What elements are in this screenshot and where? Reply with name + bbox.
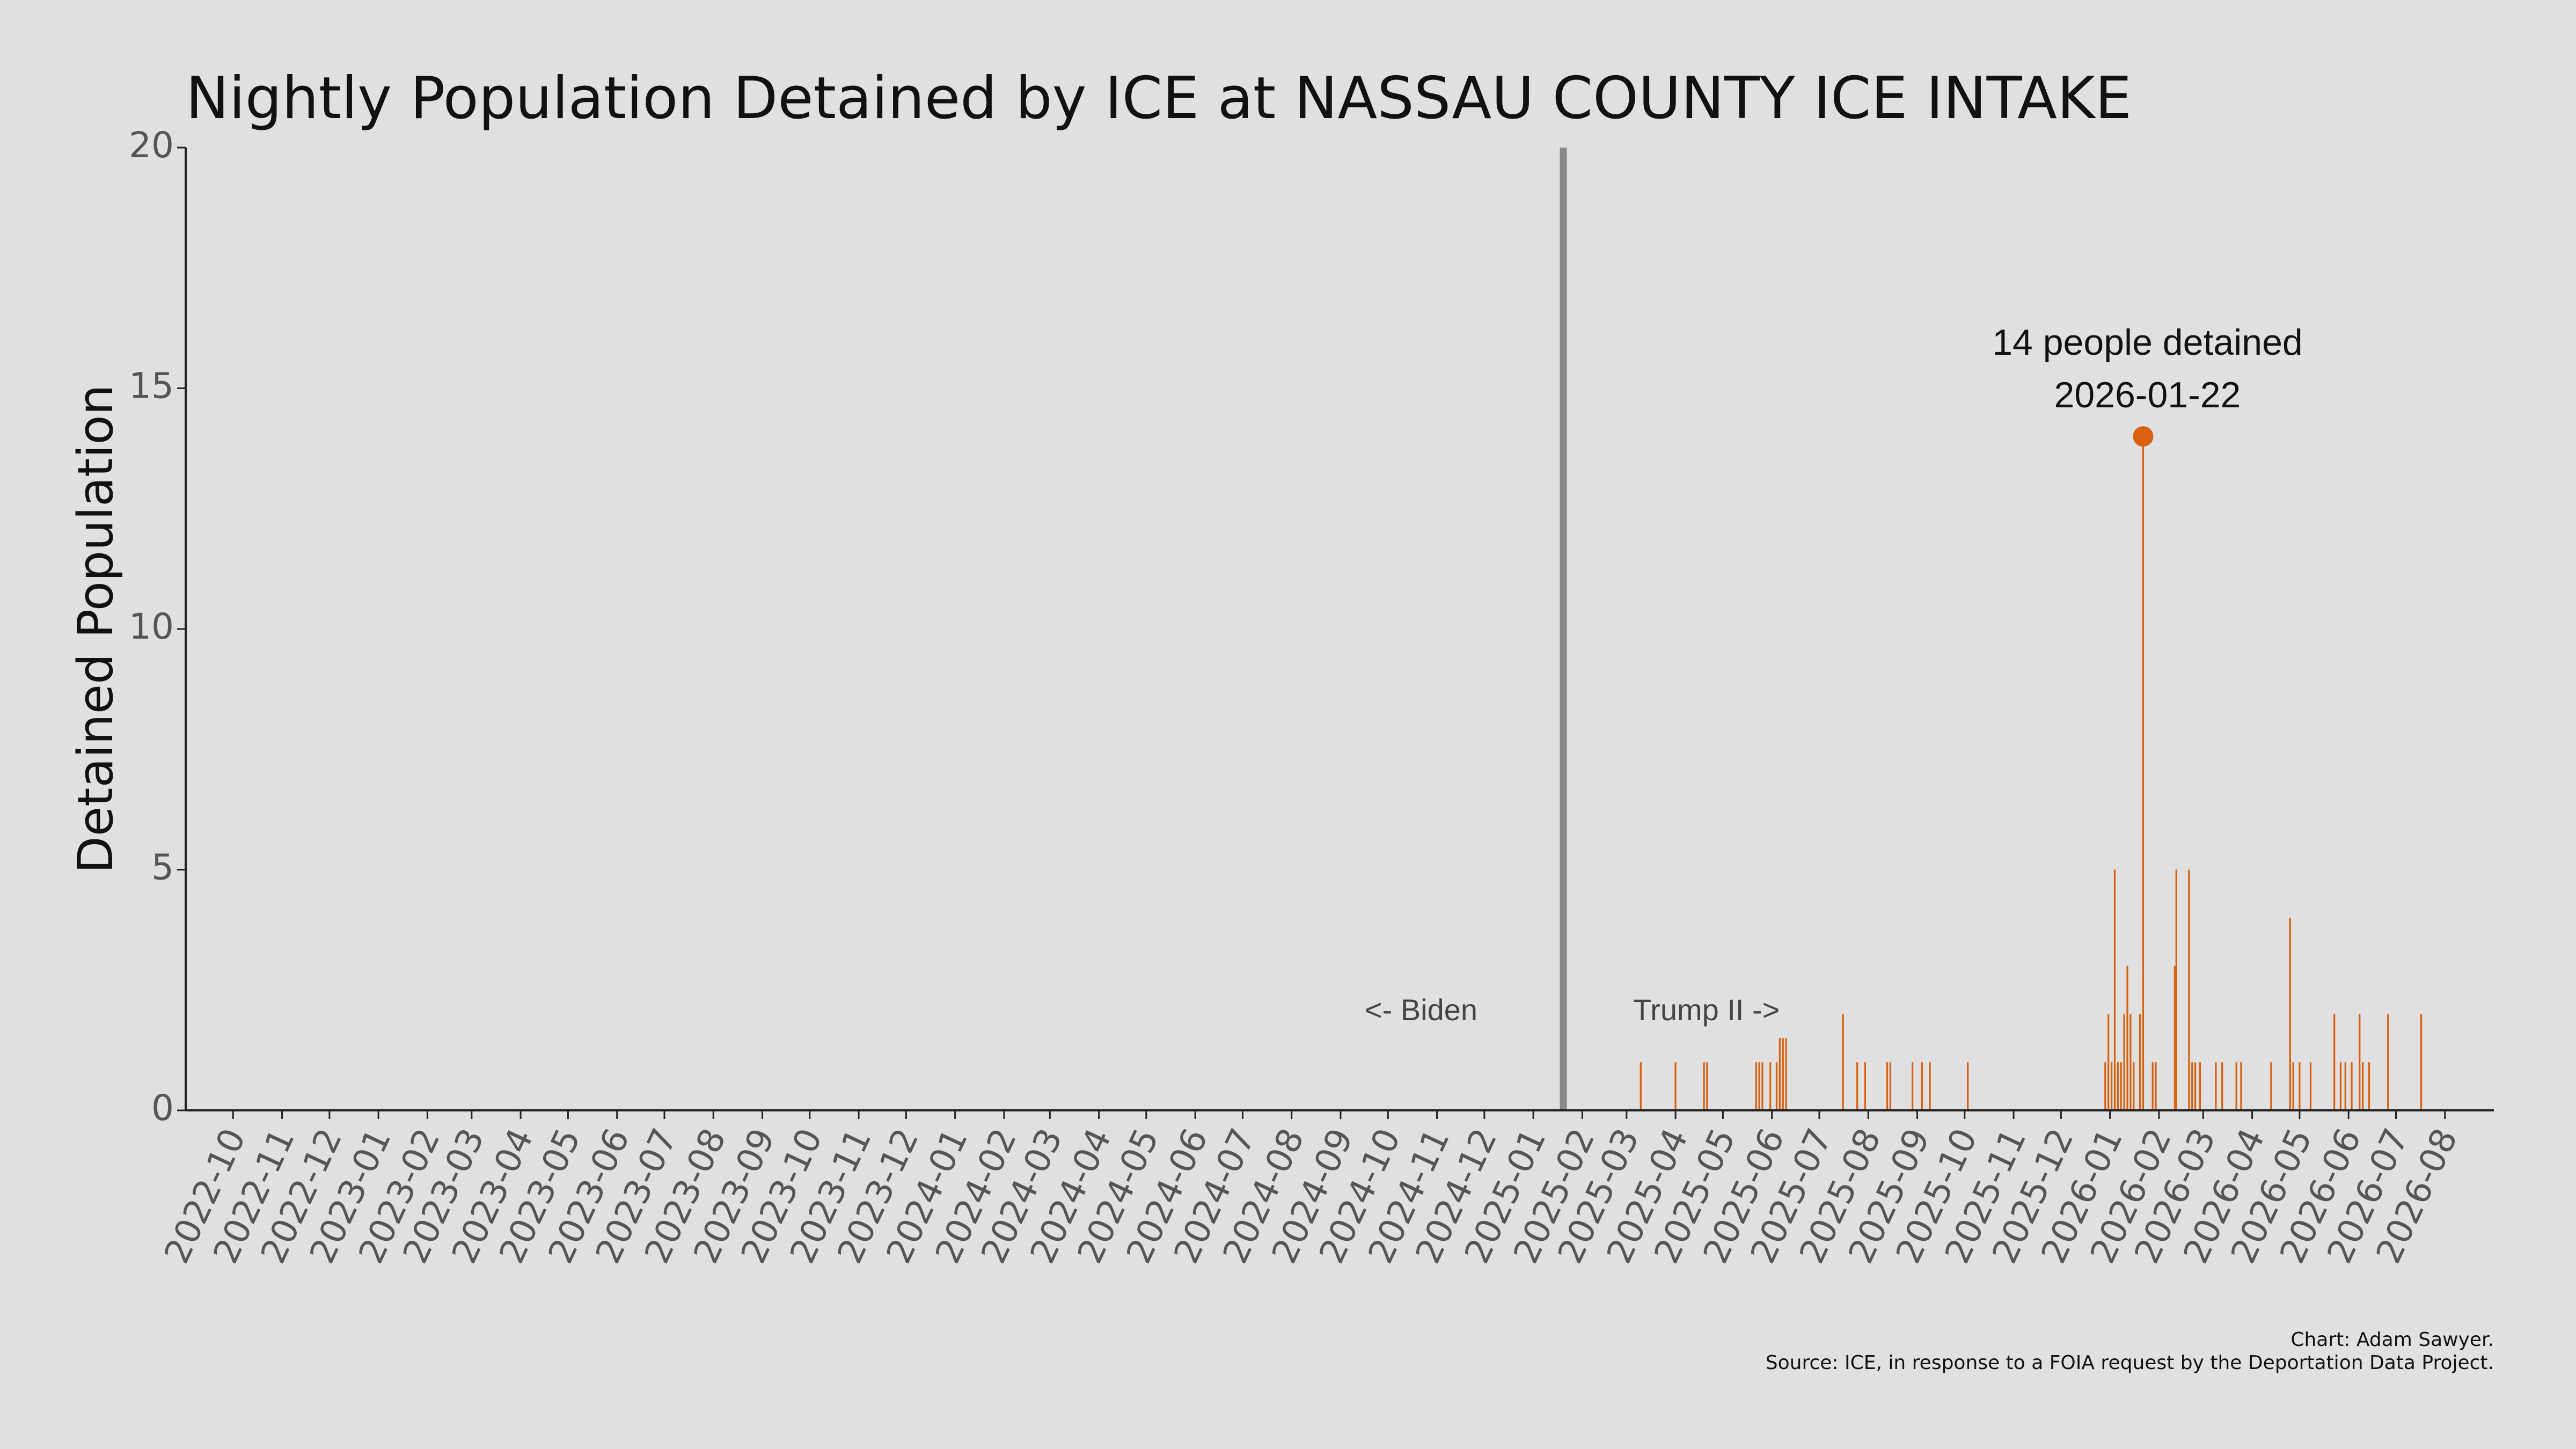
bar [2292, 1062, 2294, 1110]
period-label: <- Biden [1365, 993, 1477, 1027]
bar [2113, 869, 2116, 1110]
bar [2221, 1062, 2223, 1110]
bar [2299, 1062, 2301, 1110]
y-tick-label: 10 [129, 606, 174, 647]
bar [2362, 1062, 2364, 1110]
bar [2142, 436, 2145, 1111]
y-tick-label: 20 [129, 125, 174, 166]
bar [2175, 869, 2177, 1110]
bar [1785, 1038, 1787, 1110]
bar [2129, 1014, 2132, 1110]
bar [1856, 1062, 1858, 1110]
bar [2289, 918, 2291, 1110]
bar [1755, 1062, 1757, 1110]
bar [2151, 1062, 2154, 1110]
bar [2270, 1062, 2272, 1110]
bar [2309, 1062, 2312, 1110]
chart-title: Nightly Population Detained by ICE at NA… [186, 65, 2132, 132]
bar [1929, 1062, 1931, 1110]
bar [1782, 1038, 1784, 1110]
bar [1886, 1062, 1889, 1110]
y-tick-label: 15 [129, 365, 174, 407]
bar [1967, 1062, 1969, 1110]
y-tick-label: 5 [151, 847, 174, 888]
bar [2333, 1014, 2336, 1110]
bar [2188, 869, 2190, 1110]
y-axis-label: Detained Population [68, 384, 124, 873]
bar [1706, 1062, 1708, 1110]
bar [2420, 1014, 2423, 1110]
bar [1640, 1062, 1642, 1110]
bar [2387, 1014, 2389, 1110]
bar [2123, 1014, 2125, 1110]
bar [2174, 965, 2176, 1110]
y-tick-label: 0 [151, 1087, 174, 1129]
bar [2199, 1062, 2201, 1110]
bar [2110, 1062, 2113, 1110]
bar [2359, 1014, 2361, 1110]
bar [1761, 1062, 1763, 1110]
bar [1674, 1062, 1677, 1110]
credit-line: Chart: Adam Sawyer. [2290, 1329, 2494, 1351]
period-label: Trump II -> [1633, 993, 1780, 1027]
bar [2117, 1062, 2119, 1110]
bar [2155, 1062, 2157, 1110]
bar [1864, 1062, 1866, 1110]
bar [2133, 1062, 2135, 1110]
bar [2104, 1062, 2106, 1110]
bar [2191, 1062, 2193, 1110]
bar [2107, 1014, 2110, 1110]
bar [1775, 1062, 1778, 1110]
source-line: Source: ICE, in response to a FOIA reque… [1766, 1352, 2494, 1374]
bar [2139, 1014, 2141, 1110]
peak-marker [2133, 426, 2154, 447]
bar [2351, 1062, 2353, 1110]
bar [1842, 1014, 1844, 1110]
bar [1769, 1062, 1772, 1110]
bar [1703, 1062, 1705, 1110]
bar [2339, 1062, 2342, 1110]
bar [2126, 965, 2128, 1110]
bar [1912, 1062, 1914, 1110]
bar [2120, 1062, 2122, 1110]
bar [1889, 1062, 1892, 1110]
bar [1921, 1062, 1923, 1110]
bar [2235, 1062, 2237, 1110]
bar [2344, 1062, 2346, 1110]
bar [1758, 1062, 1760, 1110]
bar [2240, 1062, 2242, 1110]
bar [2194, 1062, 2197, 1110]
annotation-date: 2026-01-22 [2054, 375, 2241, 415]
annotation-text: 14 people detained [1992, 322, 2303, 363]
bar [2368, 1062, 2370, 1110]
bar [2215, 1062, 2217, 1110]
bar [1779, 1038, 1781, 1110]
